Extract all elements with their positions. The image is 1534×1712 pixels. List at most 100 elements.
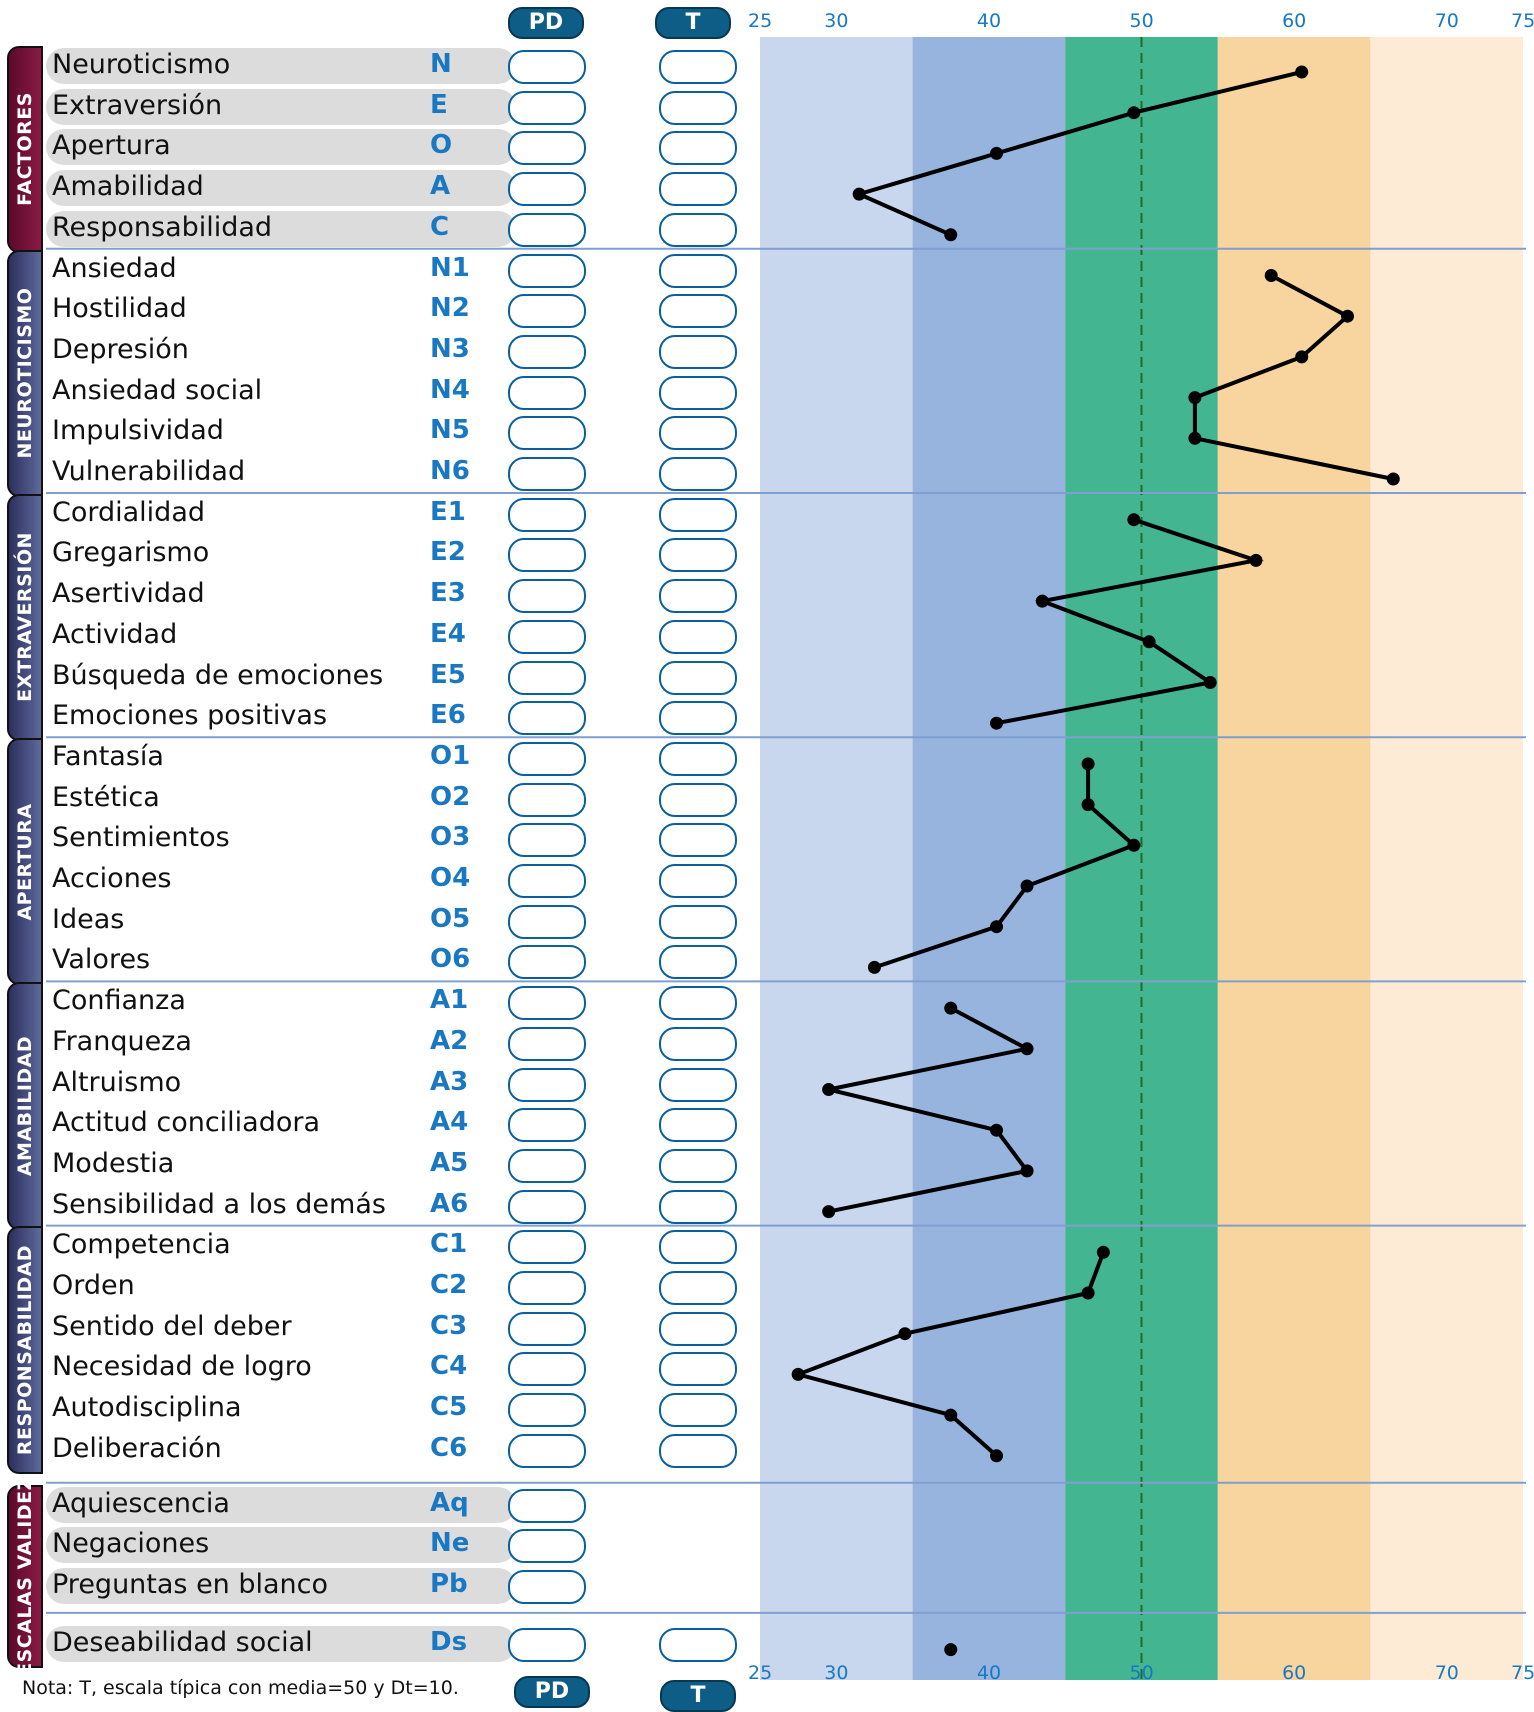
t-score-field[interactable] xyxy=(659,904,737,939)
pd-score-field[interactable] xyxy=(508,619,586,654)
t-score-field[interactable] xyxy=(659,1067,737,1102)
t-column-footer: T xyxy=(660,1680,736,1712)
t-score-field[interactable] xyxy=(659,1189,737,1224)
pd-score-field[interactable] xyxy=(508,986,586,1021)
pd-score-field[interactable] xyxy=(508,416,586,451)
scale-label: Sentido del deber xyxy=(52,1310,292,1342)
t-score-field[interactable] xyxy=(659,1433,737,1468)
pd-score-field[interactable] xyxy=(508,1433,586,1468)
pd-score-field[interactable] xyxy=(508,212,586,247)
pd-score-field[interactable] xyxy=(508,334,586,369)
t-score-field[interactable] xyxy=(659,172,737,207)
t-score-field[interactable] xyxy=(659,619,737,654)
pd-score-field[interactable] xyxy=(508,1352,586,1387)
t-score-field[interactable] xyxy=(659,212,737,247)
scale-label: Búsqueda de emociones xyxy=(52,659,384,691)
pd-score-field[interactable] xyxy=(508,579,586,614)
scale-code: N6 xyxy=(430,456,470,486)
t-score-field[interactable] xyxy=(659,823,737,858)
t-score-field[interactable] xyxy=(659,50,737,84)
pd-score-field[interactable] xyxy=(508,1026,586,1061)
t-score-field[interactable] xyxy=(659,945,737,980)
pd-score-field[interactable] xyxy=(508,294,586,329)
t-score-field[interactable] xyxy=(659,334,737,369)
t-score-field[interactable] xyxy=(659,375,737,410)
pd-score-field[interactable] xyxy=(508,457,586,491)
profile-point xyxy=(990,146,1004,160)
pd-score-field[interactable] xyxy=(508,701,586,736)
pd-score-field[interactable] xyxy=(508,1108,586,1143)
pd-score-field[interactable] xyxy=(508,1627,586,1662)
pd-score-field[interactable] xyxy=(508,1271,586,1305)
pd-score-field[interactable] xyxy=(508,1189,586,1224)
t-score-field[interactable] xyxy=(659,1230,737,1265)
t-score-field[interactable] xyxy=(659,1271,737,1305)
t-score-field[interactable] xyxy=(659,1148,737,1183)
profile-point xyxy=(990,920,1004,934)
scale-code: A5 xyxy=(430,1147,469,1178)
t-score-field[interactable] xyxy=(659,497,737,532)
scale-code: E1 xyxy=(430,496,466,527)
profile-point xyxy=(1127,513,1141,527)
t-score-field[interactable] xyxy=(659,294,737,329)
t-score-field[interactable] xyxy=(659,538,737,573)
pd-score-field[interactable] xyxy=(508,904,586,939)
t-score-field[interactable] xyxy=(659,1627,737,1662)
scale-code: Ne xyxy=(430,1528,470,1559)
profile-point xyxy=(1203,676,1217,689)
t-score-field[interactable] xyxy=(659,660,737,695)
pd-score-field[interactable] xyxy=(508,1488,586,1523)
section-title: AMABILIDAD xyxy=(14,1035,36,1176)
pd-score-field[interactable] xyxy=(508,945,586,980)
profile-point xyxy=(1035,594,1049,608)
pd-score-field[interactable] xyxy=(508,1067,586,1102)
pd-score-field[interactable] xyxy=(508,375,586,410)
pd-score-field[interactable] xyxy=(508,1230,586,1265)
t-score-field[interactable] xyxy=(659,741,737,776)
pd-score-field[interactable] xyxy=(508,172,586,207)
pd-score-field[interactable] xyxy=(508,823,586,858)
t-score-field[interactable] xyxy=(659,1352,737,1387)
profile-point xyxy=(1188,431,1202,445)
pd-score-field[interactable] xyxy=(508,50,586,84)
pd-score-field[interactable] xyxy=(508,497,586,532)
t-score-field[interactable] xyxy=(659,416,737,451)
row-highlight xyxy=(46,48,516,84)
section-tab-responsabilidad: RESPONSABILIDAD xyxy=(7,1226,43,1474)
profile-point xyxy=(1020,1164,1034,1178)
profile-point xyxy=(1127,106,1141,120)
scale-code: A2 xyxy=(430,1025,469,1056)
pd-score-field[interactable] xyxy=(508,864,586,898)
pd-score-field[interactable] xyxy=(508,782,586,817)
pd-score-field[interactable] xyxy=(508,660,586,695)
t-score-field[interactable] xyxy=(659,1026,737,1061)
pd-score-field[interactable] xyxy=(508,90,586,125)
t-score-field[interactable] xyxy=(659,90,737,125)
t-score-field[interactable] xyxy=(659,864,737,898)
scale-label: Impulsividad xyxy=(52,415,224,447)
t-score-field[interactable] xyxy=(659,131,737,166)
scale-code: O5 xyxy=(430,903,471,934)
t-score-field[interactable] xyxy=(659,579,737,614)
t-score-field[interactable] xyxy=(659,1393,737,1428)
t-score-field[interactable] xyxy=(659,1311,737,1346)
profile-line xyxy=(828,1006,1033,1214)
profile-point xyxy=(1295,65,1309,79)
scale-label: Asertividad xyxy=(52,578,205,610)
pd-score-field[interactable] xyxy=(508,741,586,776)
t-score-field[interactable] xyxy=(659,782,737,817)
pd-score-field[interactable] xyxy=(508,1393,586,1428)
t-score-field[interactable] xyxy=(659,986,737,1021)
pd-score-field[interactable] xyxy=(508,253,586,288)
t-score-field[interactable] xyxy=(659,701,737,736)
t-score-field[interactable] xyxy=(659,457,737,491)
pd-score-field[interactable] xyxy=(508,131,586,166)
t-score-field[interactable] xyxy=(659,1108,737,1143)
pd-score-field[interactable] xyxy=(508,538,586,573)
pd-score-field[interactable] xyxy=(508,1148,586,1183)
scale-code: A6 xyxy=(430,1188,469,1219)
pd-score-field[interactable] xyxy=(508,1311,586,1346)
pd-score-field[interactable] xyxy=(508,1529,586,1564)
pd-score-field[interactable] xyxy=(508,1569,586,1604)
t-score-field[interactable] xyxy=(659,253,737,288)
